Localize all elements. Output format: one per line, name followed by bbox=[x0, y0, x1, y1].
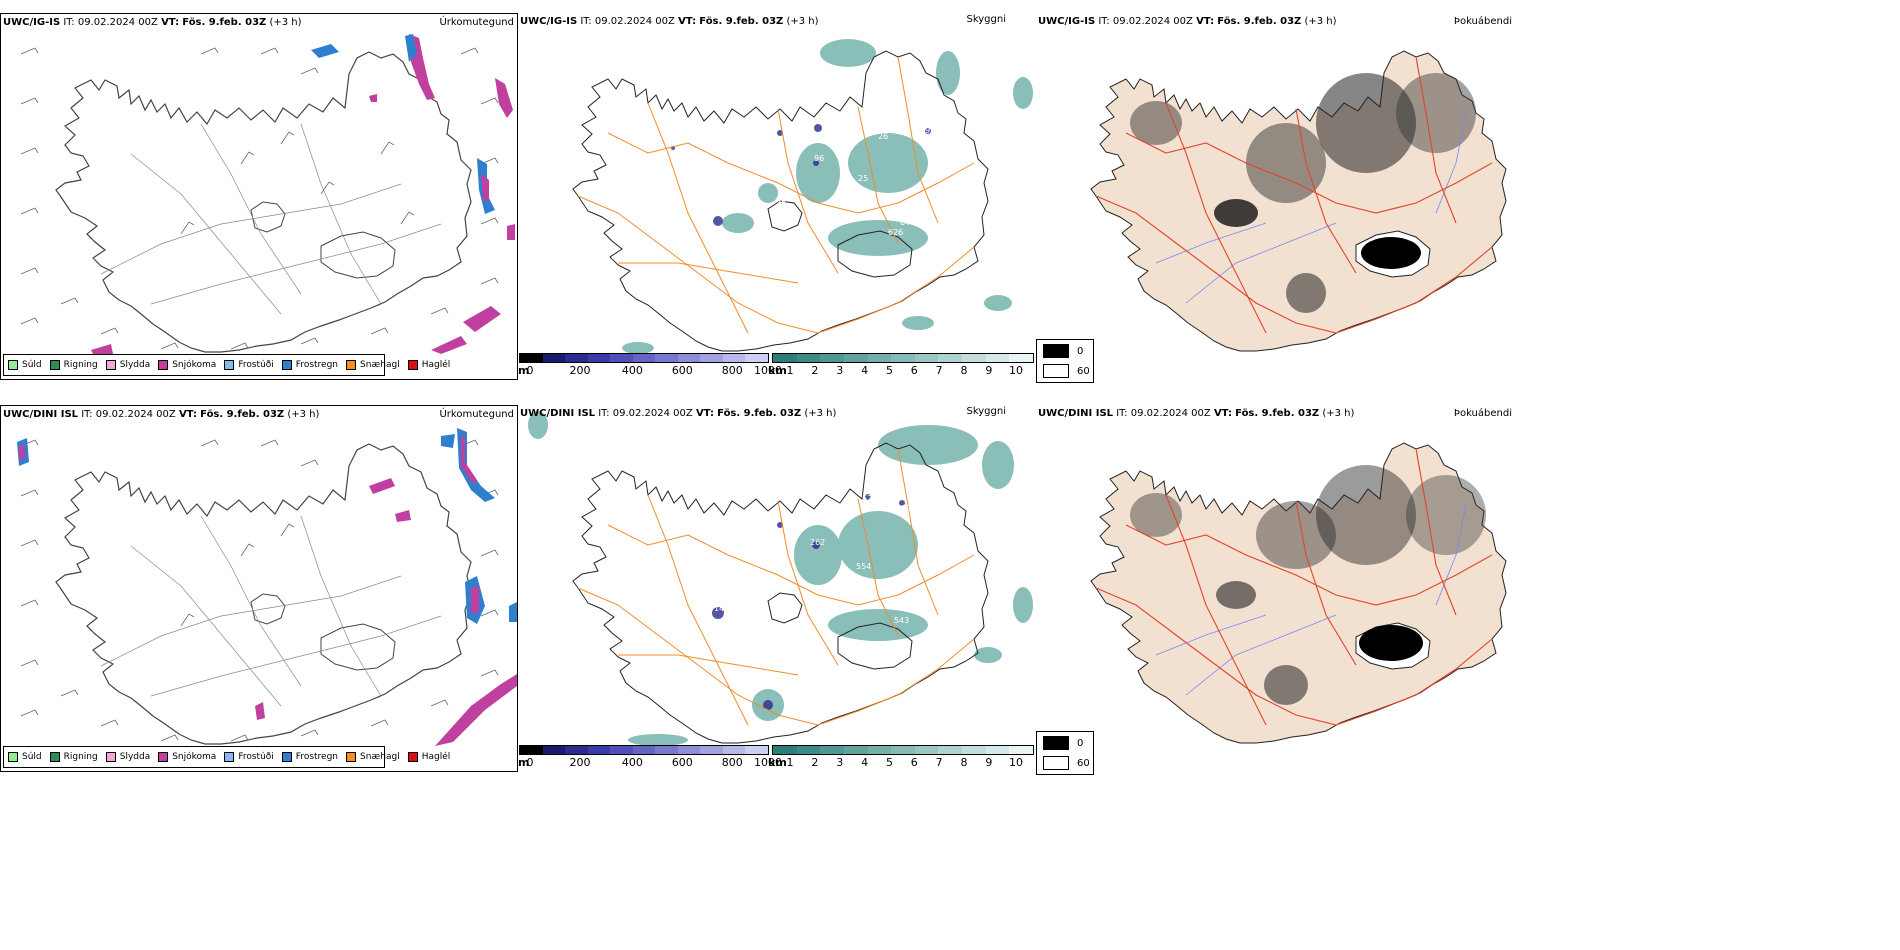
panel-title: UWC/IG-IS IT: 09.02.2024 00Z VT: Fös. 9.… bbox=[1038, 16, 1337, 27]
visibility-km-colorbar bbox=[772, 353, 1034, 363]
vis-label: 348 bbox=[910, 602, 925, 611]
legend-item-frostudi: Frostúði bbox=[224, 360, 274, 370]
panel-variable-label: Skyggni bbox=[966, 14, 1006, 25]
visibility-teal-areas bbox=[528, 411, 1033, 745]
legend-item-suld: Súld bbox=[8, 360, 42, 370]
legend-item-rigning: Rigning bbox=[49, 752, 98, 762]
vis-label: 416 bbox=[910, 214, 925, 223]
precip-type-map-bottom bbox=[17, 428, 517, 746]
vis-label: 29 bbox=[920, 126, 930, 135]
vis-label: 729 bbox=[896, 504, 911, 513]
fog-map-bottom bbox=[1090, 442, 1507, 744]
wind-barbs bbox=[20, 47, 499, 350]
vis-label: 626 bbox=[888, 228, 903, 237]
m-ticks: 0 200 400 600 800 1000 bbox=[526, 364, 783, 377]
fog-map-top bbox=[1090, 50, 1507, 352]
precip-patches-top bbox=[91, 34, 515, 354]
legend-item-snaehagl: Snæhagl bbox=[346, 752, 400, 762]
panel-title: UWC/IG-IS IT: 09.02.2024 00Z VT: Fös. 9.… bbox=[3, 17, 302, 28]
fog-panel-bottom: UWC/DINI ISL IT: 09.02.2024 00Z VT: Fös.… bbox=[1036, 405, 1554, 775]
river-network bbox=[1155, 112, 1467, 304]
panel-variable-label: Skyggni bbox=[966, 406, 1006, 417]
m-ticks: 0 200 400 600 800 1000 bbox=[526, 756, 783, 769]
legend-item-haglel: Haglél bbox=[407, 752, 450, 762]
visibility-value-labels: 262 526 729 554 1453 348 543 bbox=[714, 494, 925, 625]
vis-label: 543 bbox=[894, 616, 909, 625]
fog-legend-top: 0 60 bbox=[1036, 339, 1094, 383]
legend-item-frostudi: Frostúði bbox=[224, 752, 274, 762]
legend-item-snjokoma: Snjókoma bbox=[158, 360, 216, 370]
visibility-value-labels: 96 26 25 25 29 647 626 416 bbox=[776, 126, 930, 237]
visibility-map-bottom: 262 526 729 554 1453 348 543 bbox=[528, 411, 1033, 745]
visibility-m-colorbar bbox=[519, 745, 769, 755]
road-network bbox=[1095, 56, 1493, 334]
vis-label: 25 bbox=[858, 174, 868, 183]
precip-patches-bottom bbox=[17, 428, 517, 746]
road-network bbox=[1095, 448, 1493, 726]
river-network bbox=[1155, 504, 1467, 696]
panel-variable-label: Úrkomutegund bbox=[439, 17, 514, 28]
vis-label: 1453 bbox=[714, 604, 734, 613]
legend-item-frostregn: Frostregn bbox=[281, 752, 338, 762]
panel-variable-label: Þokuábendi bbox=[1453, 408, 1512, 419]
visibility-map-top: 96 26 25 25 29 647 626 416 bbox=[572, 39, 1033, 353]
vis-label: 26 bbox=[878, 132, 888, 141]
visibility-km-colorbar bbox=[772, 745, 1034, 755]
vis-label: 526 bbox=[862, 494, 877, 503]
legend-item-snaehagl: Snæhagl bbox=[346, 360, 400, 370]
visibility-m-colorbar bbox=[519, 353, 769, 363]
legend-item-rigning: Rigning bbox=[49, 360, 98, 370]
m-unit: m bbox=[518, 364, 530, 377]
visibility-teal-areas bbox=[622, 39, 1033, 353]
precip-type-legend: Súld Rigning Slydda Snjókoma Frostúði Fr… bbox=[3, 746, 450, 768]
road-network bbox=[577, 448, 975, 726]
panel-title: UWC/DINI ISL IT: 09.02.2024 00Z VT: Fös.… bbox=[1038, 408, 1355, 419]
legend-item-suld: Súld bbox=[8, 752, 42, 762]
legend-item-snjokoma: Snjókoma bbox=[158, 752, 216, 762]
wind-barbs bbox=[20, 439, 499, 742]
visibility-panel-top: 96 26 25 25 29 647 626 416 UWC/IG-IS IT:… bbox=[518, 13, 1036, 380]
km-unit: km bbox=[768, 756, 787, 769]
vis-label: 25 bbox=[776, 198, 786, 207]
panel-variable-label: Úrkomutegund bbox=[439, 409, 514, 420]
legend-item-haglel: Haglél bbox=[407, 360, 450, 370]
legend-item-frostregn: Frostregn bbox=[281, 360, 338, 370]
km-unit: km bbox=[768, 364, 787, 377]
panel-title: UWC/DINI ISL IT: 09.02.2024 00Z VT: Fös.… bbox=[3, 409, 320, 420]
precip-type-map-top bbox=[20, 34, 515, 354]
km-ticks: 1 2 3 4 5 6 7 8 9 10 bbox=[786, 364, 1024, 377]
m-unit: m bbox=[518, 756, 530, 769]
panel-title: UWC/DINI ISL IT: 09.02.2024 00Z VT: Fös.… bbox=[520, 408, 837, 419]
legend-item-slydda: Slydda bbox=[105, 752, 150, 762]
precip-type-panel-top: UWC/IG-IS IT: 09.02.2024 00Z VT: Fös. 9.… bbox=[0, 13, 518, 380]
fog-legend-bottom: 0 60 bbox=[1036, 731, 1094, 775]
vis-label: 96 bbox=[814, 154, 824, 163]
vis-label: 647 bbox=[900, 218, 915, 227]
panel-title: UWC/IG-IS IT: 09.02.2024 00Z VT: Fös. 9.… bbox=[520, 16, 819, 27]
vis-label: 554 bbox=[856, 562, 871, 571]
fog-dark-areas bbox=[1130, 465, 1486, 705]
precip-type-panel-bottom: UWC/DINI ISL IT: 09.02.2024 00Z VT: Fös.… bbox=[0, 405, 518, 772]
road-network bbox=[577, 56, 975, 334]
km-ticks: 1 2 3 4 5 6 7 8 9 10 bbox=[786, 756, 1024, 769]
fog-dark-areas bbox=[1130, 73, 1476, 313]
vis-label: 262 bbox=[810, 538, 825, 547]
visibility-panel-bottom: 262 526 729 554 1453 348 543 UWC/DINI IS… bbox=[518, 405, 1036, 772]
precip-type-legend: Súld Rigning Slydda Snjókoma Frostúði Fr… bbox=[3, 354, 450, 376]
fog-panel-top: UWC/IG-IS IT: 09.02.2024 00Z VT: Fös. 9.… bbox=[1036, 13, 1554, 383]
panel-variable-label: Þokuábendi bbox=[1453, 16, 1512, 27]
legend-item-slydda: Slydda bbox=[105, 360, 150, 370]
